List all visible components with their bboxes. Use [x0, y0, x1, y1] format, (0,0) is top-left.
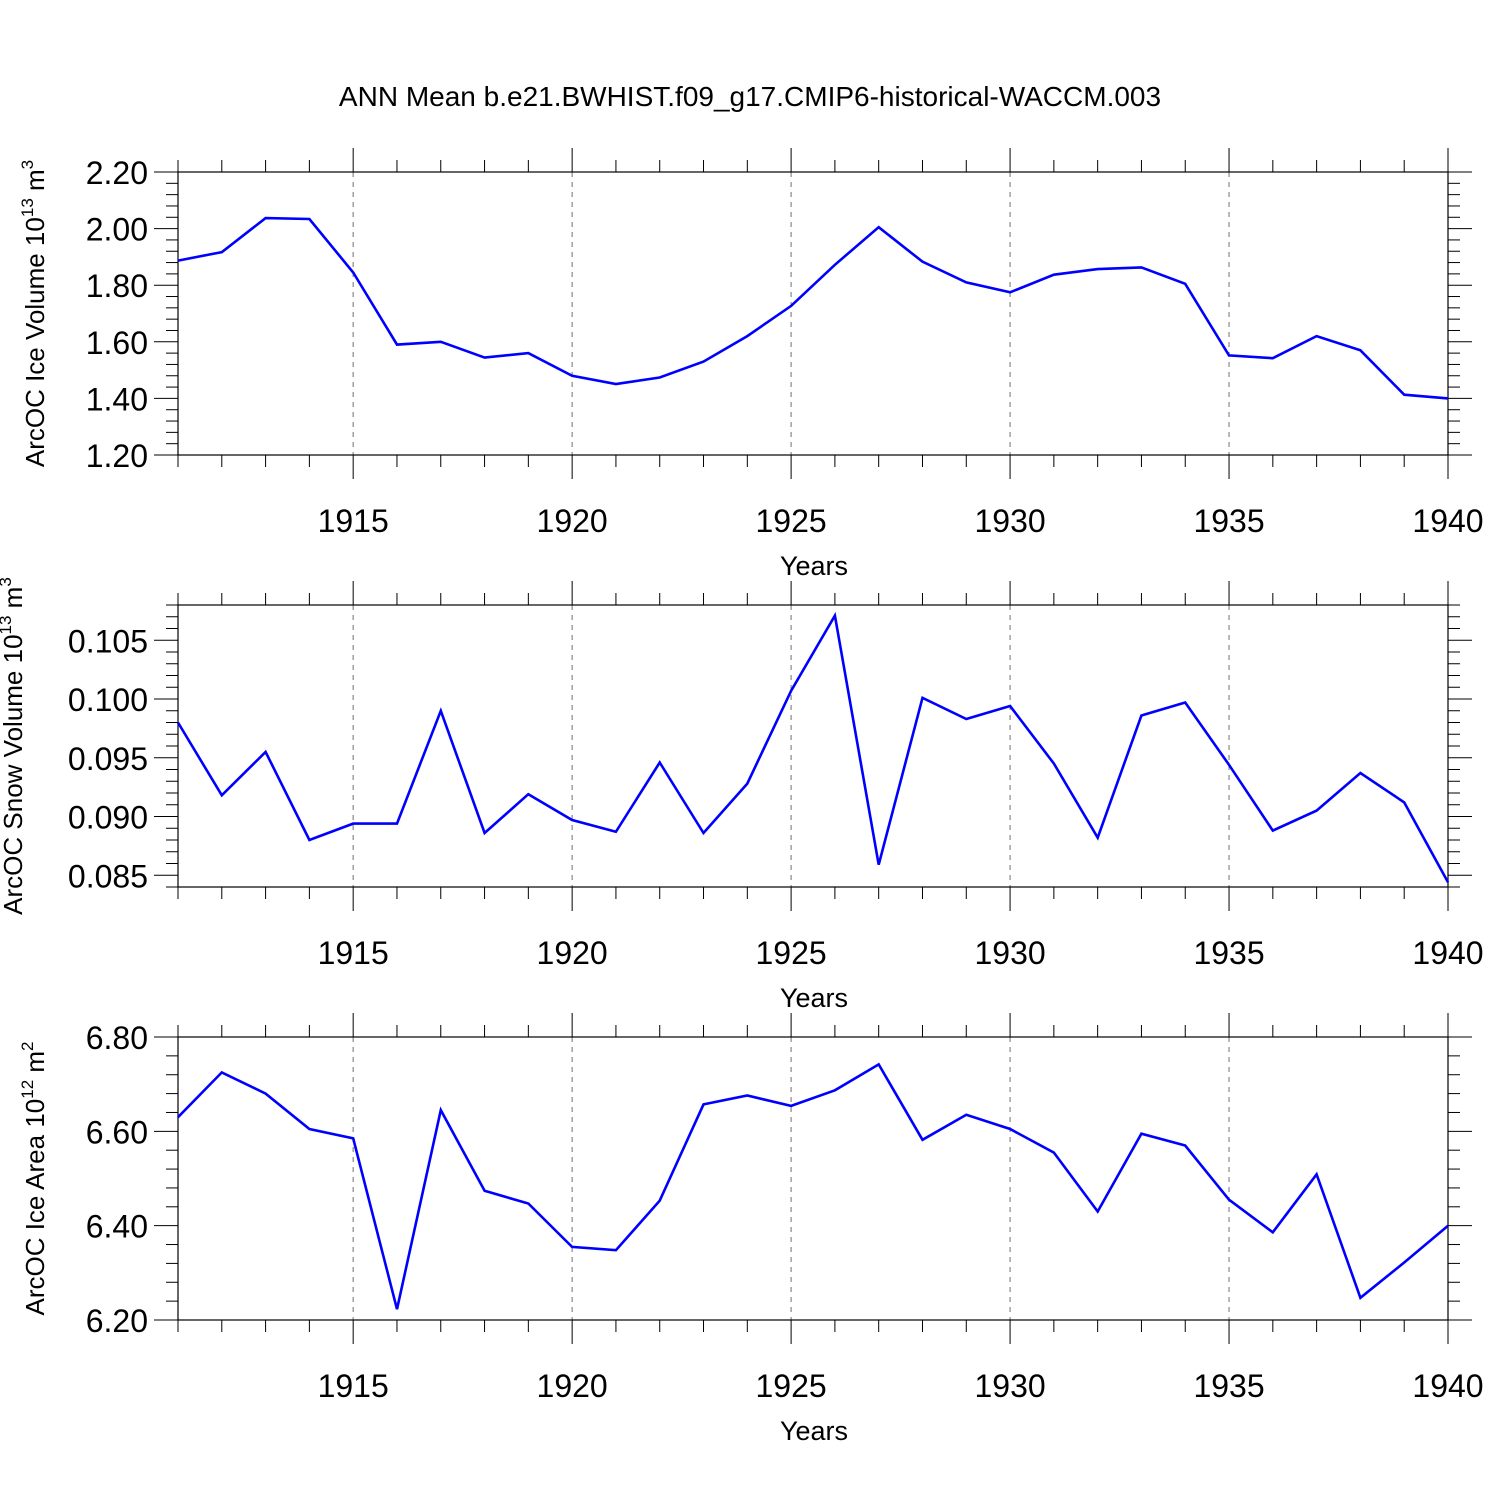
panel-1: 1.20 1.40 1.60 1.80 2.00 2.20 1915 1920 1925 1930… [18, 148, 1484, 581]
series-line [177, 216, 1449, 400]
y-tick-label: 6.60 [86, 1114, 148, 1150]
x-tick-label: 1935 [1193, 1368, 1264, 1404]
x-tick-label: 1930 [974, 935, 1045, 971]
x-tick-label: 1925 [756, 503, 827, 539]
x-tick-label: 1915 [318, 935, 389, 971]
x-tick-label: 1920 [537, 935, 608, 971]
x-tick-label: 1925 [756, 1368, 827, 1404]
y-tick-label: 1.60 [86, 325, 148, 361]
panel-3: 6.20 6.40 6.60 6.80 1915 1920 1925 1930 1935 1940… [18, 1013, 1484, 1446]
y-tick-label: 2.20 [86, 155, 148, 191]
plot-frame [177, 1036, 1449, 1321]
x-tick-label: 1940 [1412, 1368, 1483, 1404]
x-tick-label: 1930 [974, 1368, 1045, 1404]
x-tick-label: 1925 [756, 935, 827, 971]
plot-frame [177, 604, 1449, 888]
x-axis-label: Years [780, 983, 848, 1013]
x-tick-label: 1920 [537, 503, 608, 539]
y-tick-label: 1.80 [86, 268, 148, 304]
x-tick-label: 1920 [537, 1368, 608, 1404]
plot-frame [177, 171, 1449, 456]
series-line [176, 611, 1450, 883]
x-axis-label: Years [780, 1416, 848, 1446]
chart-title: ANN Mean b.e21.BWHIST.f09_g17.CMIP6-hist… [339, 81, 1161, 112]
y-tick-label: 1.20 [86, 438, 148, 474]
y-tick-label: 6.20 [86, 1303, 148, 1339]
y-tick-label: 6.40 [86, 1209, 148, 1245]
panel-2: 0.085 0.090 0.095 0.100 0.105 1915 1920 1925 193… [0, 577, 1484, 1013]
y-axis-label: ArcOC Ice Volume 1013 m3 [18, 160, 50, 467]
x-tick-label: 1935 [1193, 503, 1264, 539]
y-tick-label: 1.40 [86, 381, 148, 417]
x-tick-label: 1915 [318, 1368, 389, 1404]
x-tick-label: 1940 [1412, 503, 1483, 539]
x-tick-label: 1930 [974, 503, 1045, 539]
y-tick-label: 0.105 [68, 623, 148, 659]
x-axis-label: Years [780, 551, 848, 581]
x-tick-label: 1915 [318, 503, 389, 539]
series-line [177, 1062, 1449, 1310]
y-tick-label: 2.00 [86, 212, 148, 248]
y-tick-label: 0.085 [68, 858, 148, 894]
y-tick-label: 6.80 [86, 1020, 148, 1056]
y-tick-label: 0.090 [68, 800, 148, 836]
y-tick-label: 0.100 [68, 682, 148, 718]
x-tick-label: 1935 [1193, 935, 1264, 971]
y-tick-label: 0.095 [68, 741, 148, 777]
y-axis-label: ArcOC Ice Area 1012 m2 [18, 1041, 50, 1315]
y-axis-label: ArcOC Snow Volume 1013 m3 [0, 577, 28, 915]
x-tick-label: 1940 [1412, 935, 1483, 971]
